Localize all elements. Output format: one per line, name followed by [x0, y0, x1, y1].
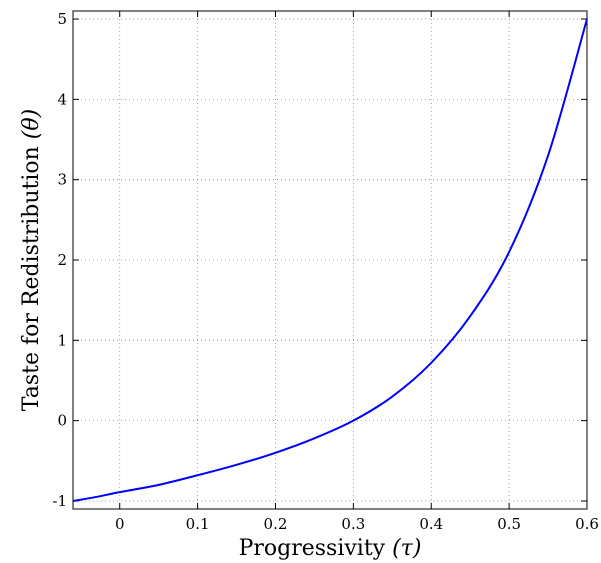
y-tick-label: 5 — [57, 10, 67, 28]
y-tick-label: 4 — [57, 90, 67, 108]
y-tick-label: 3 — [57, 171, 67, 189]
y-tick-label: 1 — [57, 331, 67, 349]
series-line — [72, 18, 588, 502]
x-tick-labels: 0 0.1 0.2 0.3 0.4 0.5 0.6 — [115, 515, 599, 533]
x-tick-label: 0.1 — [186, 515, 210, 533]
y-tick-label: -1 — [52, 492, 67, 510]
x-tick-label: 0.5 — [497, 515, 521, 533]
grid-lines — [73, 11, 588, 509]
y-tick-label: 0 — [57, 412, 67, 430]
x-tick-label: 0.3 — [341, 515, 365, 533]
x-tick-label: 0.6 — [575, 515, 599, 533]
x-tick-label: 0.4 — [419, 515, 443, 533]
y-axis-label: Taste for Redistribution (θ) — [19, 109, 44, 411]
x-axis-label: Progressivity (τ) — [239, 536, 422, 561]
y-tick-label: 2 — [57, 251, 67, 269]
x-tick-label: 0.2 — [264, 515, 288, 533]
x-tick-label: 0 — [115, 515, 125, 533]
y-tick-labels: -1 0 1 2 3 4 5 — [52, 10, 67, 510]
